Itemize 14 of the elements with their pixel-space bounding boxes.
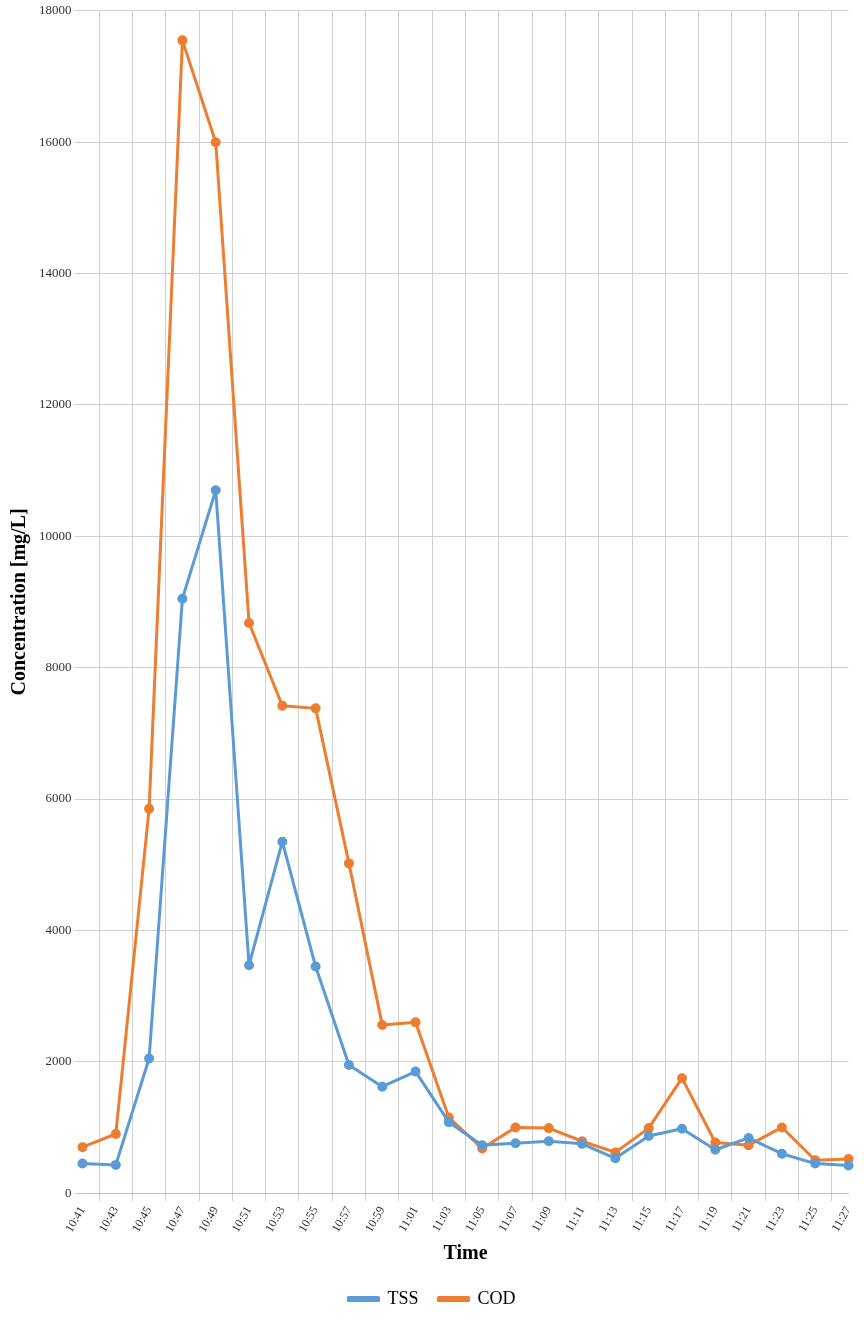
y-tick-label: 8000 (45, 659, 72, 675)
y-tick-label: 14000 (39, 264, 72, 280)
y-tick-label: 16000 (39, 133, 72, 149)
legend-label: COD (477, 1287, 516, 1308)
y-tick-label: 10000 (39, 527, 72, 543)
y-tick-label: 6000 (45, 790, 72, 806)
y-tick-label: 4000 (45, 921, 72, 937)
y-tick-label: 0 (65, 1184, 72, 1200)
legend-label: TSS (387, 1287, 419, 1308)
y-tick-label: 18000 (39, 2, 72, 18)
y-tick-label: 2000 (45, 1053, 72, 1069)
y-axis-title: Concentration [mg/L] (7, 508, 31, 696)
x-axis-title: Time (443, 1241, 488, 1264)
y-tick-label: 12000 (39, 396, 72, 412)
